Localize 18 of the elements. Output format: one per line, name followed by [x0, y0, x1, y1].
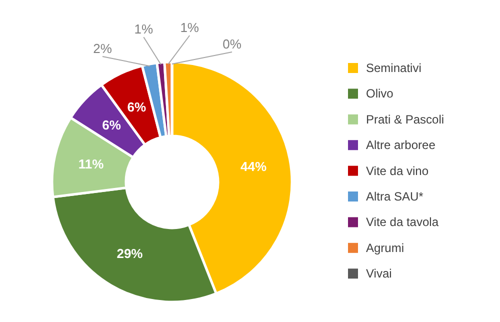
legend-label: Olivo — [366, 86, 394, 101]
data-label: 1% — [134, 22, 154, 37]
data-label: 1% — [180, 20, 200, 35]
legend-label: Prati & Pascoli — [366, 112, 444, 126]
data-label: 2% — [93, 41, 112, 56]
data-label: 29% — [116, 246, 144, 261]
legend-label: Altre arboree — [366, 138, 436, 152]
legend-label: Vite da vino — [366, 164, 429, 178]
data-label: 44% — [240, 158, 267, 174]
legend-label: Agrumi — [366, 240, 404, 255]
text: 0% — [222, 36, 242, 52]
data-label: 6% — [102, 118, 122, 133]
legend-label: Seminativi — [366, 61, 422, 75]
data-label: 11% — [78, 156, 104, 172]
legend-label: Vivai — [366, 266, 392, 281]
data-label: 6% — [127, 99, 146, 114]
legend-label: Vite da tavola — [366, 215, 439, 230]
legend-label: Altra SAU* — [366, 190, 424, 204]
